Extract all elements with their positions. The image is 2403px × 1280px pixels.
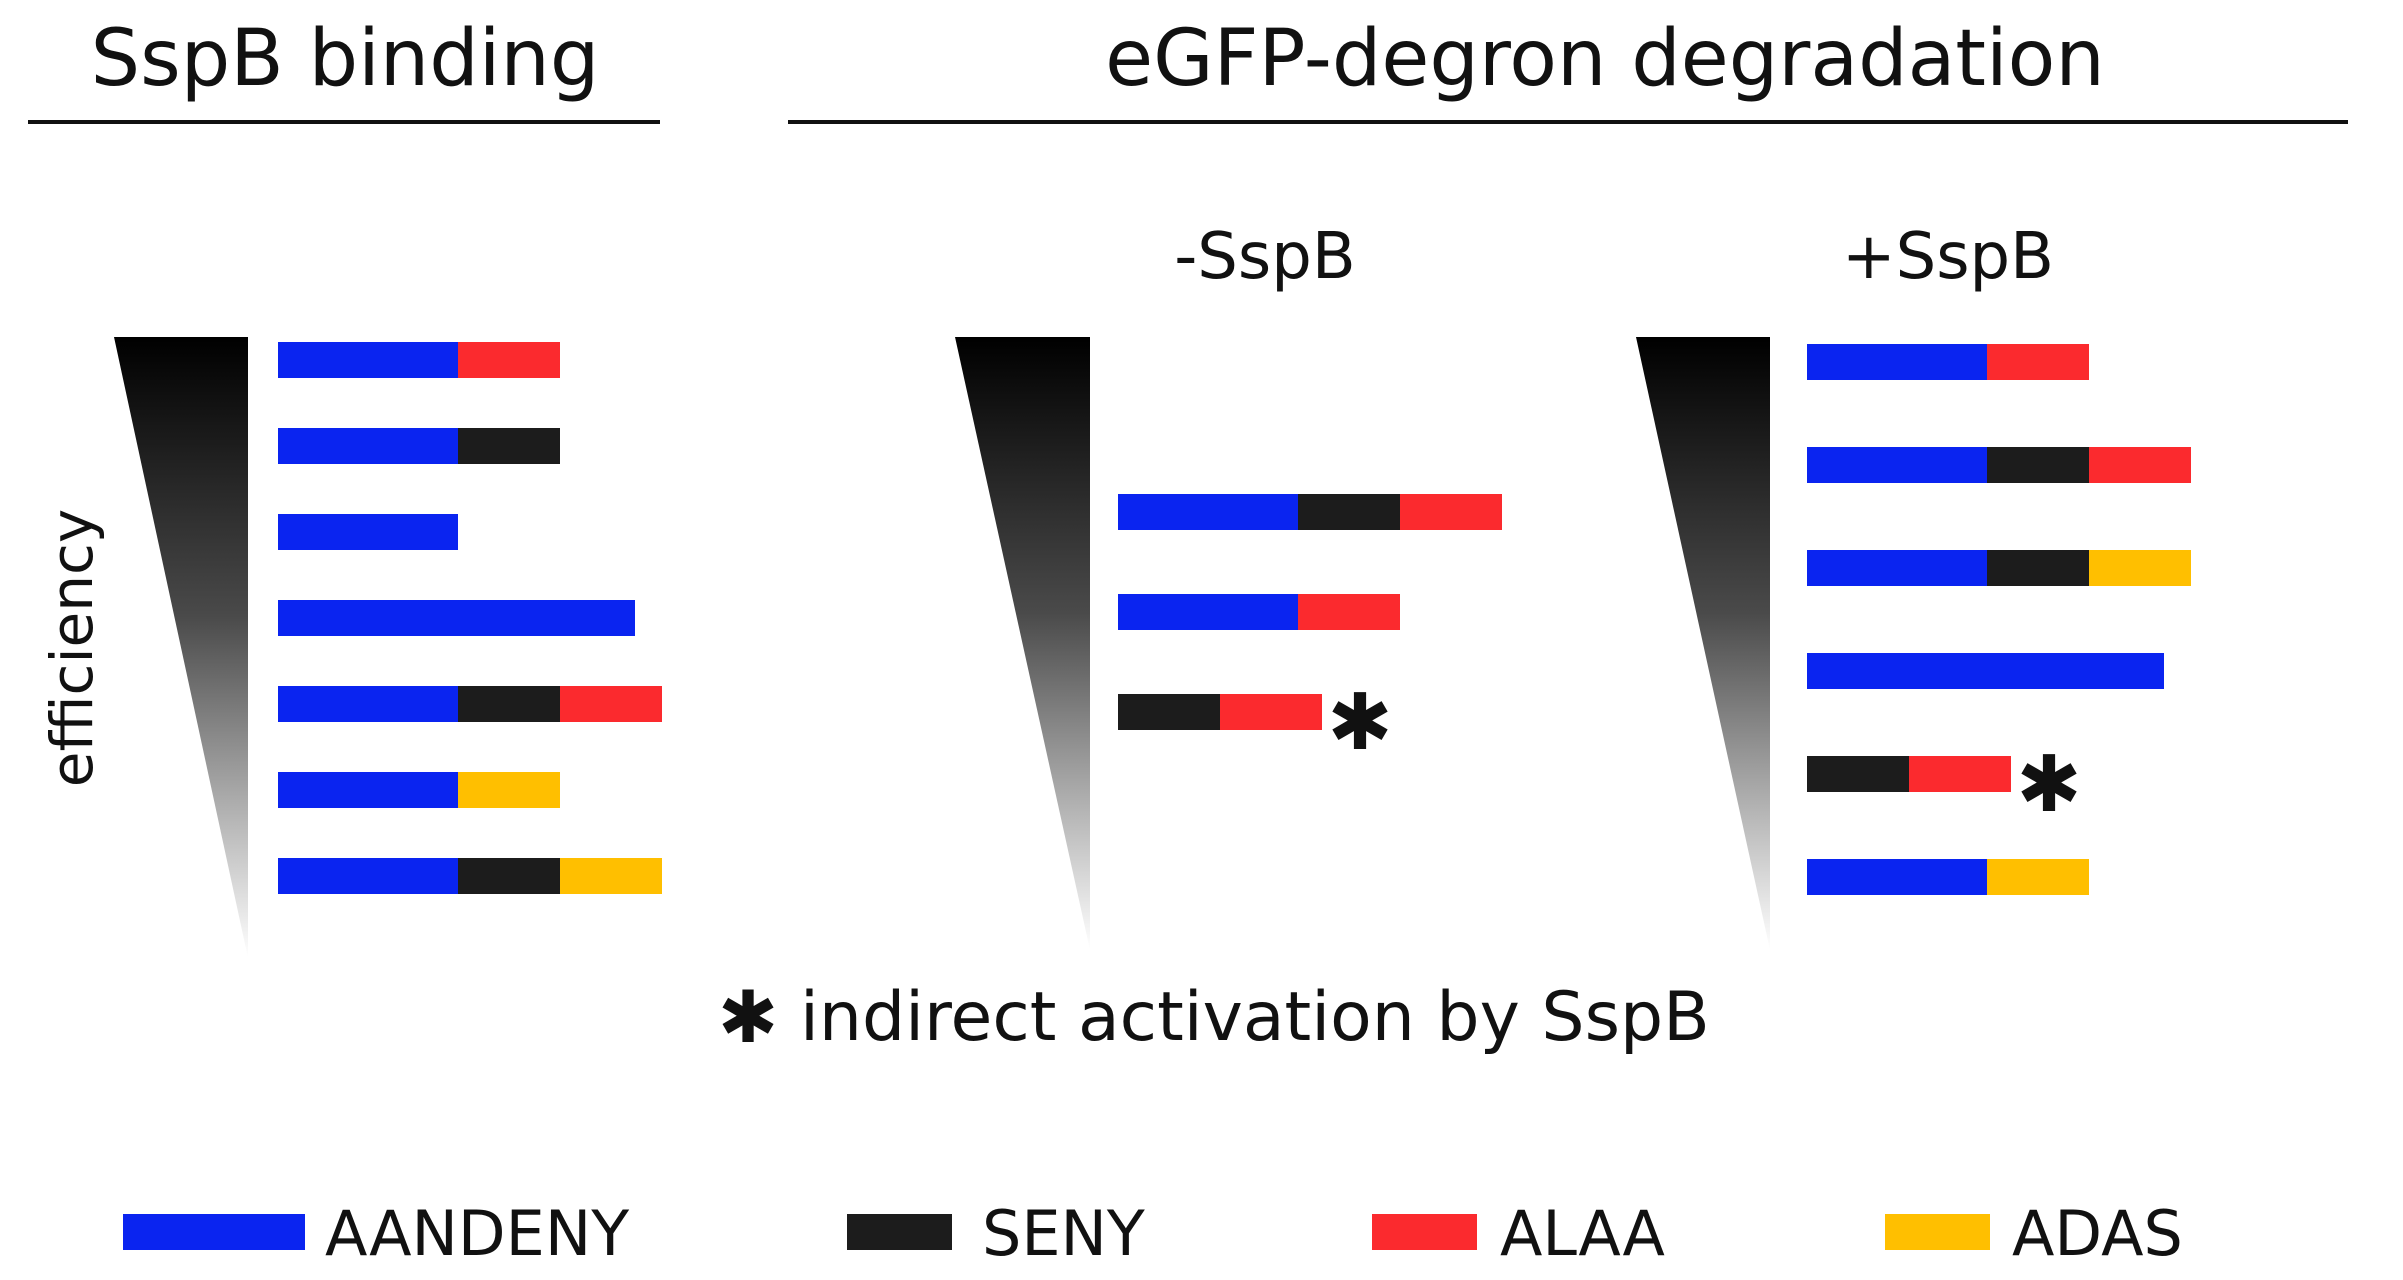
subheading-minus-sspb: -SspB (1174, 220, 1356, 294)
degradation-minus-sspb-row-1-segment-alaa (1400, 494, 1502, 530)
degradation-plus-sspb-row-3-segment-seny (1987, 550, 2089, 586)
heading-egfp-degradation: eGFP-degron degradation (1105, 14, 2105, 104)
sspb-binding-row-6-segment-aandeny (278, 772, 458, 808)
legend-label-seny: SENY (982, 1197, 1145, 1270)
sspb-binding-row-7-segment-adas (560, 858, 662, 894)
legend-label-adas: ADAS (2012, 1197, 2183, 1270)
degradation-minus-sspb-row-3-asterisk-icon: ✱ (1327, 678, 1392, 768)
sspb-binding-row-4-segment-aandeny (278, 600, 635, 636)
sspb-binding-row-3-segment-aandeny (278, 514, 458, 550)
legend-swatch-alaa (1372, 1214, 1477, 1250)
legend-swatch-seny (847, 1214, 952, 1250)
degradation-plus-sspb-row-4-segment-aandeny (1807, 653, 2164, 689)
degradation-plus-sspb-row-2-segment-alaa (2089, 447, 2191, 483)
sspb-binding-row-6-segment-adas (458, 772, 560, 808)
degradation-minus-sspb-row-1-segment-aandeny (1118, 494, 1298, 530)
degradation-minus-sspb-row-2-segment-aandeny (1118, 594, 1298, 630)
degradation-plus-sspb-row-2-segment-aandeny (1807, 447, 1987, 483)
sspb-binding-row-5-segment-aandeny (278, 686, 458, 722)
bars-sspb-binding (278, 342, 662, 894)
footnote-asterisk-icon: ✱ (718, 975, 778, 1059)
heading-sspb-binding: SspB binding (91, 14, 600, 104)
legend-swatch-adas (1885, 1214, 1990, 1250)
degradation-plus-sspb-row-1-segment-alaa (1987, 344, 2089, 380)
legend: AANDENY SENY ALAA ADAS (123, 1197, 2183, 1270)
degradation-plus-sspb-row-5-asterisk-icon: ✱ (2016, 740, 2081, 830)
sspb-binding-row-7-segment-seny (458, 858, 560, 894)
sspb-binding-row-5-segment-seny (458, 686, 560, 722)
degradation-plus-sspb-row-3-segment-aandeny (1807, 550, 1987, 586)
efficiency-wedge-binding (114, 337, 248, 958)
efficiency-wedge-plus (1636, 337, 1770, 950)
sspb-binding-row-2-segment-aandeny (278, 428, 458, 464)
degradation-plus-sspb-row-1-segment-aandeny (1807, 344, 1987, 380)
sspb-binding-row-1-segment-aandeny (278, 342, 458, 378)
sspb-binding-row-7-segment-aandeny (278, 858, 458, 894)
subheading-plus-sspb: +SspB (1842, 220, 2054, 294)
sspb-binding-row-5-segment-alaa (560, 686, 662, 722)
degradation-plus-sspb-row-5-segment-seny (1807, 756, 1909, 792)
degradation-plus-sspb-row-6-segment-adas (1987, 859, 2089, 895)
sspb-binding-row-2-segment-seny (458, 428, 560, 464)
efficiency-wedge-minus (955, 337, 1090, 950)
bars-degradation-plus-sspb: ✱ (1807, 344, 2191, 895)
sspb-binding-row-1-segment-alaa (458, 342, 560, 378)
legend-label-aandeny: AANDENY (325, 1197, 629, 1270)
legend-swatch-aandeny (123, 1214, 305, 1250)
legend-label-alaa: ALAA (1500, 1197, 1665, 1270)
degradation-plus-sspb-row-2-segment-seny (1987, 447, 2089, 483)
degradation-minus-sspb-row-2-segment-alaa (1298, 594, 1400, 630)
degradation-minus-sspb-row-1-segment-seny (1298, 494, 1400, 530)
bars-degradation-minus-sspb: ✱ (1118, 494, 1502, 768)
efficiency-axis-label: efficiency (38, 509, 106, 787)
degradation-minus-sspb-row-3-segment-seny (1118, 694, 1220, 730)
degradation-plus-sspb-row-5-segment-alaa (1909, 756, 2011, 792)
degradation-plus-sspb-row-3-segment-adas (2089, 550, 2191, 586)
degradation-plus-sspb-row-6-segment-aandeny (1807, 859, 1987, 895)
degradation-minus-sspb-row-3-segment-alaa (1220, 694, 1322, 730)
footnote-text: indirect activation by SspB (800, 978, 1710, 1057)
